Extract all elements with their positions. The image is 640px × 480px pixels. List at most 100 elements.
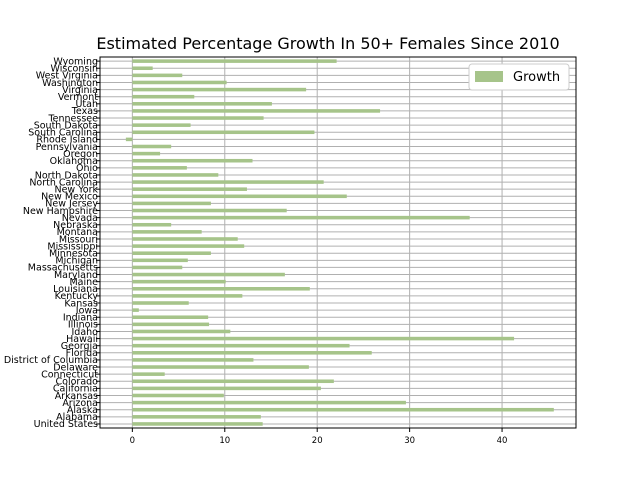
bar	[132, 66, 153, 71]
y-tick-label: District of Columbia	[4, 355, 98, 366]
bar	[132, 94, 195, 99]
y-axis: United StatesAlabamaAlaskaArizonaArkansa…	[4, 56, 100, 430]
y-tick-label: Nevada	[62, 213, 98, 224]
y-tick-label: Oregon	[63, 149, 98, 160]
bar	[132, 201, 211, 206]
bar	[132, 315, 209, 320]
bar	[132, 144, 172, 149]
y-tick-label: Virginia	[62, 85, 98, 96]
y-tick-label: California	[53, 384, 98, 395]
y-tick-label: Alaska	[67, 405, 98, 416]
chart-title: Estimated Percentage Growth In 50+ Femal…	[96, 34, 559, 53]
x-tick-label: 10	[219, 436, 230, 446]
y-tick-label: Washington	[42, 78, 98, 89]
bar	[132, 415, 261, 419]
y-tick-label: Rhode Island	[36, 135, 98, 146]
bar	[132, 116, 264, 120]
bar	[132, 237, 238, 241]
bar	[132, 322, 210, 327]
bar	[132, 244, 245, 248]
y-tick-label: Pennsylvania	[36, 142, 98, 153]
bar	[132, 109, 381, 113]
bar	[132, 265, 183, 270]
bar	[132, 308, 139, 312]
y-tick-label: Idaho	[72, 327, 99, 338]
y-tick-label: New Hampshire	[23, 206, 98, 217]
bar	[132, 222, 172, 227]
bar	[132, 279, 226, 284]
y-tick-label: Utah	[75, 99, 98, 110]
y-tick-label: North Dakota	[35, 170, 98, 181]
y-tick-label: Delaware	[53, 362, 98, 373]
y-tick-label: Hawaii	[66, 334, 98, 345]
bar	[132, 87, 307, 92]
y-tick-label: Wisconsin	[51, 64, 98, 75]
y-tick-label: Wyoming	[53, 56, 98, 67]
bar	[132, 151, 161, 156]
y-tick-label: Vermont	[58, 92, 98, 103]
bar	[132, 379, 334, 384]
x-axis: 0 10 20 30 40	[130, 428, 508, 446]
y-tick-label: Tennessee	[47, 113, 98, 124]
bar	[125, 137, 133, 142]
y-tick-label: Colorado	[56, 377, 99, 388]
bar	[132, 215, 470, 220]
y-tick-label: Montana	[57, 227, 98, 238]
bar	[132, 173, 219, 177]
bar	[132, 80, 227, 85]
y-tick-label: Kentucky	[55, 291, 99, 302]
plot-area-frame	[99, 56, 577, 429]
bar	[132, 73, 183, 78]
bar	[132, 372, 165, 376]
bar	[132, 158, 253, 163]
bar	[132, 407, 554, 412]
y-tick-label: South Dakota	[34, 120, 98, 131]
y-tick-label: Ohio	[76, 163, 98, 174]
y-tick-label: New York	[54, 184, 98, 195]
bar	[132, 286, 310, 291]
legend-box	[468, 63, 570, 91]
bar	[132, 351, 372, 355]
bar	[132, 336, 515, 341]
y-tick-label: Louisiana	[53, 284, 98, 295]
legend-swatch	[475, 71, 503, 82]
bar	[132, 258, 188, 263]
y-tick-label: Maine	[69, 277, 98, 288]
bar	[132, 329, 231, 334]
y-tick-label: Illinois	[68, 320, 98, 331]
bar	[132, 422, 263, 426]
y-tick-label: North Carolina	[29, 177, 98, 188]
bars-layer	[125, 59, 554, 426]
bar	[132, 358, 254, 362]
legend-label: Growth	[513, 70, 560, 85]
y-tick-label: Texas	[71, 106, 98, 117]
y-tick-label: Michigan	[55, 256, 98, 267]
y-tick-label: Kansas	[64, 298, 98, 309]
bar	[132, 301, 189, 305]
bar	[132, 272, 285, 277]
y-tick-label: Nebraska	[53, 220, 98, 231]
legend: Growth	[468, 63, 570, 91]
y-tick-label: Oklahoma	[50, 156, 98, 167]
bar	[132, 365, 309, 369]
bar	[132, 130, 315, 135]
y-tick-label: Iowa	[76, 305, 98, 316]
bar	[132, 187, 247, 191]
y-tick-label: Connecticut	[41, 369, 98, 380]
y-tick-label: Arkansas	[55, 391, 98, 402]
bar	[132, 180, 324, 184]
x-tick-label: 40	[497, 436, 508, 446]
y-tick-label: Georgia	[61, 341, 98, 352]
y-tick-label: Minnesota	[49, 249, 98, 260]
bar	[132, 343, 350, 348]
y-tick-label: Maryland	[54, 270, 98, 281]
bar	[132, 393, 224, 398]
x-tick-label: 30	[404, 436, 415, 446]
bar	[132, 166, 187, 170]
y-tick-label: Missouri	[59, 234, 98, 245]
bar	[132, 123, 191, 127]
bar	[132, 294, 243, 298]
y-tick-label: Indiana	[63, 313, 98, 324]
bar	[132, 194, 347, 199]
bar	[132, 102, 272, 106]
